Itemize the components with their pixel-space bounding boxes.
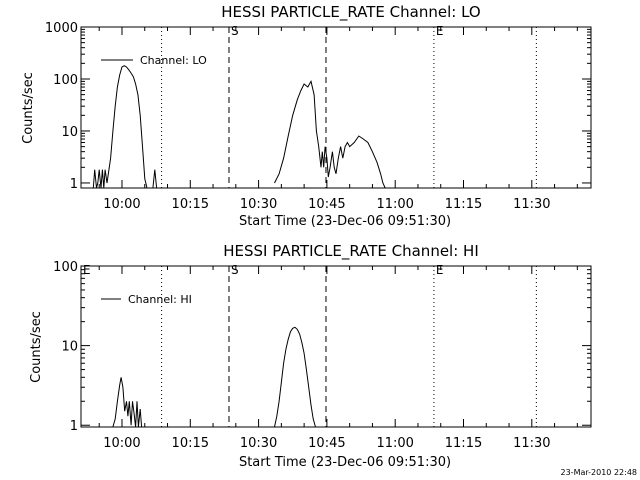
series-line-1-0 xyxy=(112,377,143,428)
marker-label-0-1: S xyxy=(231,24,239,38)
x-tick-label-0-6: 11:30 xyxy=(513,197,550,212)
y-tick-label-0-3: 1000 xyxy=(45,21,78,36)
marker-label-1-4: E xyxy=(436,263,444,277)
legend-hi: Channel: HI xyxy=(101,293,192,306)
plot-frame-hi xyxy=(80,265,592,428)
x-tick-label-1-0: 10:00 xyxy=(103,436,140,451)
series-line-1-1 xyxy=(274,326,316,428)
x-tick-label-0-0: 10:00 xyxy=(103,197,140,212)
y-axis-label-lo: Counts/sec xyxy=(21,72,36,144)
generation-timestamp: 23-Mar-2010 22:48 xyxy=(561,468,638,477)
marker-label-1-0: E xyxy=(83,263,91,277)
x-tick-label-1-5: 11:15 xyxy=(445,436,482,451)
legend-lo: Channel: LO xyxy=(101,54,207,67)
y-axis-label-hi: Counts/sec xyxy=(29,311,44,383)
x-tick-label-1-6: 11:30 xyxy=(513,436,550,451)
x-tick-label-1-3: 10:45 xyxy=(308,436,345,451)
y-tick-label-1-0: 1 xyxy=(70,419,78,434)
marker-label-1-2: S xyxy=(231,263,239,277)
x-tick-label-0-1: 10:15 xyxy=(172,197,209,212)
series-line-0-0 xyxy=(92,65,161,189)
chart-title-hi: HESSI PARTICLE_RATE Channel: HI xyxy=(223,242,479,261)
x-axis-label-lo: Start Time (23-Dec-06 09:51:30) xyxy=(239,214,451,229)
x-tick-label-0-3: 10:45 xyxy=(308,197,345,212)
x-tick-label-0-2: 10:30 xyxy=(240,197,277,212)
legend-label-hi: Channel: HI xyxy=(128,293,192,306)
x-tick-label-0-5: 11:15 xyxy=(445,197,482,212)
y-tick-label-0-1: 10 xyxy=(61,125,78,140)
y-tick-label-1-2: 100 xyxy=(53,260,78,275)
marker-label-0-3: E xyxy=(436,24,444,38)
panel-lo-channel: HESSI PARTICLE_RATE Channel: LO Counts/s… xyxy=(21,3,592,229)
x-tick-label-1-1: 10:15 xyxy=(172,436,209,451)
plot-frame-lo xyxy=(80,26,592,189)
chart-title-lo: HESSI PARTICLE_RATE Channel: LO xyxy=(221,3,480,22)
x-tick-label-1-4: 11:00 xyxy=(376,436,413,451)
y-tick-label-0-0: 1 xyxy=(70,177,78,192)
x-tick-label-0-4: 11:00 xyxy=(376,197,413,212)
y-tick-label-1-1: 10 xyxy=(61,340,78,355)
x-tick-label-1-2: 10:30 xyxy=(240,436,277,451)
panel-hi-channel: HESSI PARTICLE_RATE Channel: HI Counts/s… xyxy=(29,242,592,470)
y-tick-label-0-2: 100 xyxy=(53,73,78,88)
x-axis-label-hi: Start Time (23-Dec-06 09:51:30) xyxy=(239,455,451,470)
legend-label-lo: Channel: LO xyxy=(140,54,207,67)
series-line-0-1 xyxy=(274,80,386,189)
